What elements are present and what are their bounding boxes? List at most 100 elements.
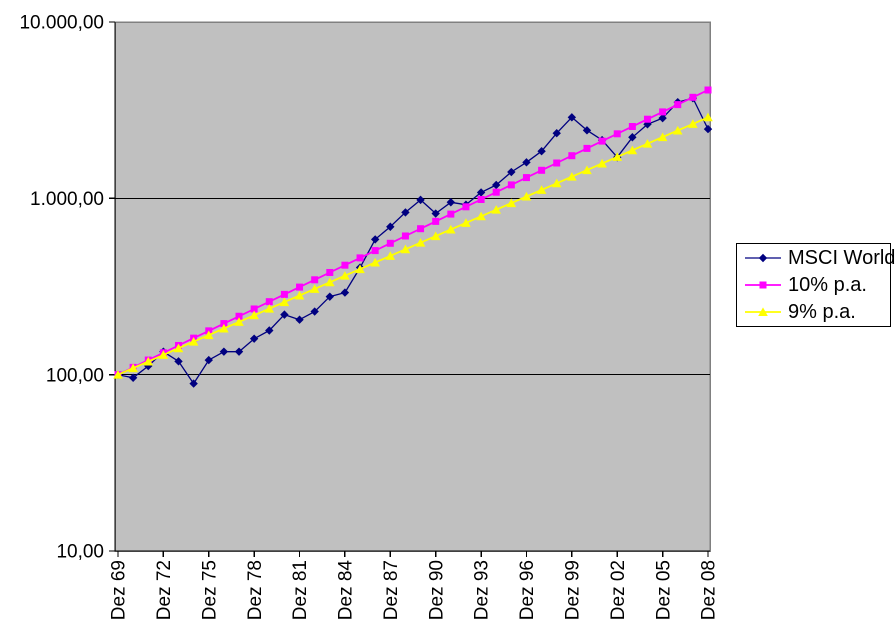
data-point-marker [250,305,258,313]
data-point-marker [674,101,682,109]
data-point-marker [476,211,486,221]
data-point-marker [158,350,169,359]
plot-background [114,21,711,552]
data-point-marker [143,356,154,366]
data-point-marker [598,137,606,145]
data-point-marker [173,343,184,353]
data-point-marker [657,132,668,142]
legend-marker-square-icon [745,281,781,289]
data-point-marker [311,276,319,284]
data-point-marker [432,217,440,225]
data-point-marker [492,180,501,190]
data-point-marker [324,277,335,287]
data-point-marker [447,210,455,218]
data-point-marker [477,195,485,203]
series-line-10-p-a-[interactable] [117,89,709,376]
series-line-msci-world[interactable] [117,97,709,385]
data-point-marker [401,232,409,240]
x-tick-label: Dez 02 [608,560,629,620]
legend-marker-triangle-icon [745,307,781,316]
data-point-marker [536,185,547,194]
data-point-marker [371,247,379,255]
data-point-marker [689,93,697,101]
data-point-marker [386,222,395,231]
data-point-marker [416,195,425,205]
x-tick-label: Dez 81 [290,560,311,620]
data-point-marker [522,158,531,167]
data-point-marker [265,326,274,335]
data-point-marker [174,357,183,366]
y-tick-label: 10,00 [56,542,104,563]
data-point-marker [568,152,576,160]
data-point-marker [385,251,396,260]
data-point-marker [280,290,288,298]
data-point-marker [507,181,515,189]
legend-label: 9% p.a. [788,301,856,323]
x-tick-label: Dez 90 [426,560,447,620]
legend-marker-diamond-icon [745,253,781,263]
data-point-marker [553,159,561,167]
data-point-marker [537,147,546,156]
data-point-marker [567,113,577,122]
legend-item-10pct-pa[interactable]: 10% p.a. [743,272,890,299]
legend[interactable]: MSCI World 10% p.a. 9% p.a. [736,243,895,327]
legend-label: MSCI World [788,247,895,269]
legend-item-9pct-pa[interactable]: 9% p.a. [743,299,890,326]
data-point-marker [703,124,713,134]
data-point-marker [522,174,530,182]
data-point-marker [461,218,471,227]
data-point-marker [551,178,562,188]
x-tick-label: Dez 84 [336,560,357,621]
data-point-marker [188,337,199,346]
data-point-marker [203,330,214,340]
data-point-marker [220,320,228,328]
data-point-marker [249,334,259,343]
data-point-marker [219,347,229,356]
data-point-marker [462,203,470,211]
legend-label: 10% p.a. [788,274,867,296]
data-point-marker [294,290,305,300]
x-tick-label: Dez 99 [562,560,583,620]
data-point-marker [582,126,592,135]
data-point-marker [370,257,380,267]
data-point-marker [234,317,244,326]
data-point-marker [582,165,592,175]
x-tick-label: Dez 69 [109,560,130,620]
data-point-marker [627,145,638,155]
data-point-marker [415,238,426,247]
data-point-marker [341,261,349,269]
data-point-marker [476,188,486,197]
data-point-marker [659,108,667,116]
data-point-marker [431,209,440,218]
data-point-marker [672,125,683,135]
data-point-marker [265,298,273,306]
data-point-marker [355,264,365,274]
data-point-marker [401,208,410,217]
data-point-marker [658,113,667,123]
data-point-marker [219,323,229,333]
data-point-marker [567,172,577,181]
data-point-marker [538,166,546,174]
x-tick-label: Dez 78 [245,560,266,620]
data-point-marker [492,188,500,196]
data-point-marker [417,225,425,233]
legend-item-msci-world[interactable]: MSCI World [743,245,895,272]
y-tick-label: 1.000,00 [30,189,104,210]
data-point-marker [296,283,304,291]
data-point-marker [507,167,516,177]
data-point-marker [204,355,213,365]
data-point-marker [128,373,138,382]
data-point-marker [310,307,319,316]
data-point-marker [446,224,456,234]
y-tick-label: 100,00 [46,365,104,386]
data-point-marker [552,129,561,138]
data-point-marker [113,370,123,379]
data-point-marker [628,133,637,142]
series-line-9-p-a-[interactable] [117,116,709,376]
data-point-marker [340,288,350,297]
x-tick-label: Dez 93 [472,560,493,620]
x-tick-label: Dez 72 [154,560,175,620]
data-point-marker [309,284,320,293]
